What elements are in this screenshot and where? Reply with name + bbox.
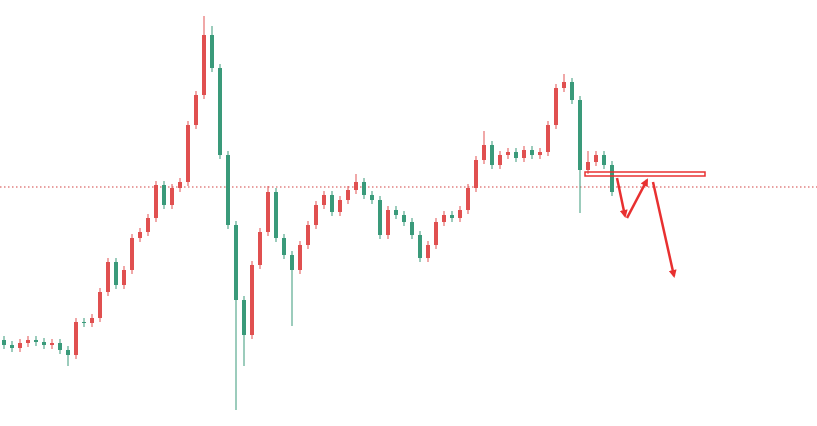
candle-body: [242, 300, 246, 335]
candle-body: [426, 245, 430, 258]
candle-body: [114, 262, 118, 285]
candle-body: [602, 155, 606, 165]
candle-body: [474, 160, 478, 188]
candle-body: [98, 292, 102, 318]
candle-body: [586, 162, 590, 170]
candle-body: [322, 195, 326, 205]
candle-body: [50, 343, 54, 345]
candle-body: [194, 95, 198, 125]
candle-body: [458, 210, 462, 218]
candle-body: [378, 200, 382, 235]
candle-body: [562, 82, 566, 88]
annotation-arrow: [651, 181, 677, 278]
candle-body: [346, 190, 350, 200]
candle-body: [466, 188, 470, 210]
candle-body: [10, 345, 14, 348]
candle-body: [162, 185, 166, 205]
candle-body: [578, 100, 582, 170]
candle-body: [18, 343, 22, 348]
candle-body: [106, 262, 110, 292]
candle-body: [34, 340, 38, 342]
candle-body: [514, 152, 518, 158]
candle-body: [434, 222, 438, 245]
candle-body: [154, 185, 158, 218]
candle-body: [442, 215, 446, 222]
annotations: [584, 171, 706, 278]
candle-body: [338, 200, 342, 212]
candle-body: [610, 165, 614, 192]
candle-body: [202, 35, 206, 95]
candle-body: [418, 235, 422, 258]
candle-body: [506, 152, 510, 155]
candle-body: [226, 155, 230, 225]
candle-body: [266, 192, 270, 232]
candle-body: [450, 215, 454, 218]
candle-body: [274, 192, 278, 238]
candle-body: [218, 68, 222, 155]
candle-body: [538, 152, 542, 155]
candle-body: [42, 342, 46, 345]
candle-body: [298, 245, 302, 270]
annotation-arrow: [625, 178, 649, 219]
candle-body: [122, 270, 126, 285]
candle-body: [282, 238, 286, 255]
annotation-arrow: [615, 177, 628, 218]
candle-body: [594, 155, 598, 162]
candle-body: [186, 125, 190, 182]
candle-body: [522, 150, 526, 158]
candle-body: [498, 155, 502, 165]
candle-body: [146, 218, 150, 232]
candle-body: [138, 232, 142, 238]
candle-body: [314, 205, 318, 225]
candle-body: [2, 340, 6, 345]
candle-body: [250, 265, 254, 335]
candle-body: [354, 182, 358, 190]
candle-body: [290, 255, 294, 270]
candle-body: [570, 82, 574, 100]
candle-body: [130, 238, 134, 270]
candle-body: [490, 145, 494, 165]
candle-body: [306, 225, 310, 245]
candle-body: [482, 145, 486, 160]
candle-body: [386, 210, 390, 235]
candle-body: [178, 182, 182, 188]
candle-body: [330, 195, 334, 212]
candle-body: [26, 340, 30, 343]
candle-body: [170, 188, 174, 205]
candle-body: [402, 215, 406, 222]
candle-body: [58, 343, 62, 350]
candle-body: [66, 350, 70, 355]
candle-body: [258, 232, 262, 265]
candle-body: [554, 88, 558, 125]
candle-body: [74, 322, 78, 355]
candle-body: [530, 150, 534, 155]
candle-body: [410, 222, 414, 235]
candle-body: [394, 210, 398, 215]
candle-body: [82, 322, 86, 323]
candle-body: [210, 35, 214, 68]
candle-body: [90, 318, 94, 323]
candle-body: [362, 182, 366, 195]
candle-body: [234, 225, 238, 300]
candle-body: [370, 195, 374, 200]
candle-body: [546, 125, 550, 152]
annotation-box: [584, 171, 706, 177]
